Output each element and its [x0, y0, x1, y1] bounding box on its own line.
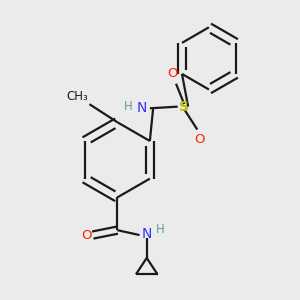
- Text: O: O: [195, 133, 205, 146]
- Text: H: H: [124, 100, 133, 113]
- Text: CH₃: CH₃: [66, 90, 88, 103]
- Text: O: O: [82, 229, 92, 242]
- Text: O: O: [167, 68, 178, 80]
- Text: S: S: [179, 100, 189, 114]
- Text: N: N: [136, 101, 147, 115]
- Text: N: N: [142, 227, 152, 241]
- Text: H: H: [156, 223, 164, 236]
